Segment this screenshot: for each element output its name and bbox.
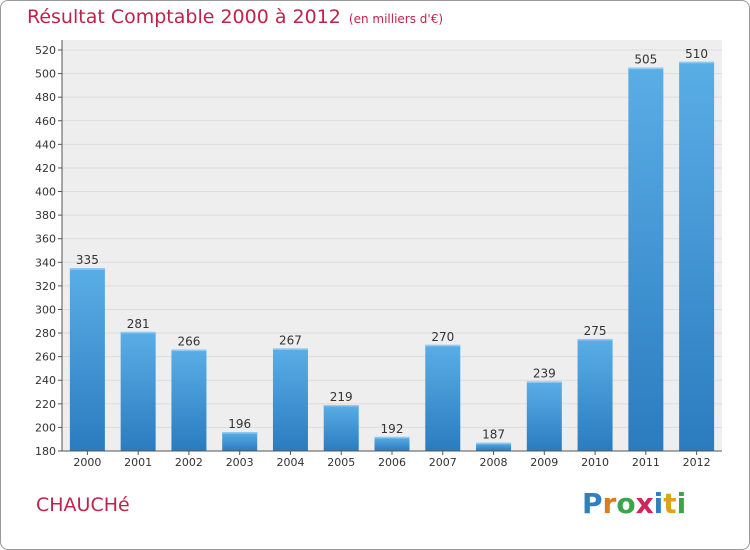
bar-2004 [272,348,308,451]
data-label: 281 [127,317,150,331]
bar-2000 [69,268,105,451]
bar-highlight [476,442,512,445]
x-tick-label: 2005 [327,456,355,469]
bar-highlight [425,344,461,347]
bar-2012 [679,61,715,451]
bar-highlight [222,432,258,434]
y-tick-label: 440 [35,138,56,151]
logo-letter: x [635,487,654,520]
x-tick-label: 2009 [530,456,558,469]
data-label: 219 [330,390,353,404]
chart-title: Résultat Comptable 2000 à 2012 [27,6,341,28]
data-label: 270 [431,330,454,344]
data-label: 196 [228,417,251,431]
x-tick-label: 2000 [73,456,101,469]
x-tick-label: 2001 [124,456,152,469]
y-tick-label: 360 [35,233,56,246]
data-label: 275 [584,324,607,338]
bar-highlight [120,331,156,334]
chart-title-row: Résultat Comptable 2000 à 2012 (en millie… [27,6,443,28]
logo-letter: o [616,487,636,520]
y-tick-label: 220 [35,398,56,411]
bar-highlight [679,61,715,64]
bar-highlight [577,338,613,341]
logo-letter: i [653,487,664,520]
x-tick-label: 2010 [581,456,609,469]
bar-2001 [120,331,156,451]
logo-letter: r [602,487,617,520]
x-tick-label: 2006 [378,456,406,469]
y-tick-label: 180 [35,445,56,458]
y-tick-label: 260 [35,351,56,364]
x-tick-label: 2004 [276,456,304,469]
y-tick-label: 280 [35,327,56,340]
bar-2007 [425,344,461,451]
data-label: 505 [634,53,657,67]
logo-letter: i [676,487,687,520]
x-tick-label: 2012 [683,456,711,469]
y-tick-label: 320 [35,280,56,293]
y-tick-label: 340 [35,256,56,269]
y-tick-label: 400 [35,186,56,199]
town-name: CHAUCHé [36,494,130,516]
bar-2003 [222,432,258,451]
data-label: 239 [533,366,556,380]
bar-highlight [323,405,359,407]
bar-2011 [628,67,664,452]
y-tick-label: 500 [35,68,56,81]
bar-highlight [171,349,207,352]
x-tick-label: 2002 [175,456,203,469]
bar-highlight [69,268,105,270]
bar-highlight [374,436,410,439]
y-tick-label: 300 [35,303,56,316]
y-tick-label: 200 [35,421,56,434]
bar-2008 [476,442,512,451]
x-tick-label: 2011 [632,456,660,469]
logo-letter: P [582,487,603,520]
bar-2005 [323,405,359,451]
proxiti-logo: Proxiti [582,487,686,520]
chart-unit: (en milliers d'€) [348,12,444,26]
logo-letter: t [663,487,677,520]
bar-2010 [577,338,613,451]
plot-area [62,40,722,451]
data-label: 510 [685,47,708,61]
y-tick-label: 480 [35,91,56,104]
y-tick-label: 460 [35,115,56,128]
data-label: 267 [279,333,302,347]
x-tick-label: 2008 [480,456,508,469]
data-label: 187 [482,428,505,442]
y-tick-label: 520 [35,44,56,57]
bar-highlight [272,348,308,350]
y-tick-label: 420 [35,162,56,175]
y-tick-label: 240 [35,374,56,387]
bar-highlight [628,67,664,70]
x-tick-label: 2003 [226,456,254,469]
x-tick-label: 2007 [429,456,457,469]
data-label: 192 [381,422,404,436]
bar-highlight [526,381,562,383]
bar-2002 [171,349,207,451]
bar-2009 [526,381,562,451]
y-tick-label: 380 [35,209,56,222]
data-label: 266 [177,335,200,349]
data-label: 335 [76,253,99,267]
bar-2006 [374,436,410,451]
